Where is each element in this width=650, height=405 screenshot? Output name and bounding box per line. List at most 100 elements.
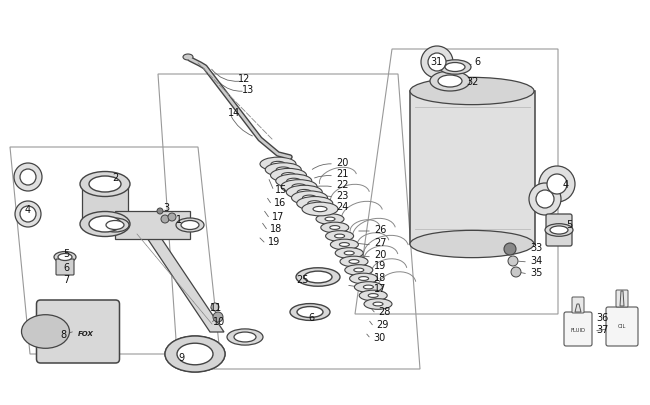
Ellipse shape bbox=[339, 243, 350, 247]
Ellipse shape bbox=[439, 61, 471, 75]
Text: 13: 13 bbox=[242, 85, 254, 95]
FancyBboxPatch shape bbox=[36, 300, 120, 363]
Text: 17: 17 bbox=[374, 284, 386, 293]
Ellipse shape bbox=[304, 271, 332, 283]
Text: 5: 5 bbox=[63, 248, 70, 258]
Text: 22: 22 bbox=[336, 179, 348, 190]
Ellipse shape bbox=[181, 221, 199, 230]
Text: 37: 37 bbox=[596, 324, 608, 334]
Ellipse shape bbox=[410, 78, 534, 105]
Text: 19: 19 bbox=[268, 237, 280, 246]
Text: 27: 27 bbox=[374, 237, 387, 247]
Text: 3: 3 bbox=[163, 202, 169, 213]
Text: 18: 18 bbox=[270, 224, 282, 233]
Ellipse shape bbox=[211, 303, 219, 311]
Ellipse shape bbox=[271, 162, 285, 167]
Text: 30: 30 bbox=[373, 332, 385, 342]
Ellipse shape bbox=[344, 252, 354, 255]
Ellipse shape bbox=[54, 252, 76, 263]
FancyBboxPatch shape bbox=[616, 290, 628, 307]
Ellipse shape bbox=[354, 269, 364, 272]
Ellipse shape bbox=[157, 209, 163, 215]
Polygon shape bbox=[410, 92, 535, 244]
Text: 33: 33 bbox=[530, 243, 542, 252]
FancyBboxPatch shape bbox=[82, 185, 128, 224]
Ellipse shape bbox=[344, 265, 373, 276]
Text: 6: 6 bbox=[63, 262, 69, 272]
Ellipse shape bbox=[316, 214, 344, 225]
Ellipse shape bbox=[438, 76, 462, 88]
Ellipse shape bbox=[183, 55, 193, 61]
Circle shape bbox=[539, 166, 575, 202]
Circle shape bbox=[20, 207, 36, 222]
Ellipse shape bbox=[286, 186, 322, 200]
FancyBboxPatch shape bbox=[115, 211, 190, 239]
Ellipse shape bbox=[281, 180, 317, 194]
Ellipse shape bbox=[234, 332, 256, 342]
Ellipse shape bbox=[545, 224, 573, 237]
Ellipse shape bbox=[276, 168, 291, 173]
Ellipse shape bbox=[80, 172, 130, 197]
Ellipse shape bbox=[350, 273, 378, 284]
Ellipse shape bbox=[504, 243, 516, 256]
Ellipse shape bbox=[302, 196, 317, 201]
Ellipse shape bbox=[290, 304, 330, 321]
Ellipse shape bbox=[161, 215, 169, 224]
Ellipse shape bbox=[58, 254, 72, 261]
Text: 14: 14 bbox=[228, 108, 240, 118]
Circle shape bbox=[14, 164, 42, 192]
FancyBboxPatch shape bbox=[564, 312, 592, 346]
Ellipse shape bbox=[307, 201, 322, 207]
Text: 4: 4 bbox=[25, 205, 31, 215]
Text: 20: 20 bbox=[336, 158, 348, 168]
Ellipse shape bbox=[410, 231, 534, 258]
Ellipse shape bbox=[101, 218, 129, 232]
Circle shape bbox=[547, 175, 567, 194]
Text: 5: 5 bbox=[566, 220, 572, 230]
Ellipse shape bbox=[359, 290, 387, 301]
Text: 15: 15 bbox=[275, 185, 287, 194]
Ellipse shape bbox=[165, 336, 225, 372]
Ellipse shape bbox=[270, 169, 307, 183]
Ellipse shape bbox=[89, 177, 121, 192]
Ellipse shape bbox=[359, 277, 369, 281]
Ellipse shape bbox=[363, 286, 373, 289]
Ellipse shape bbox=[364, 299, 392, 309]
Ellipse shape bbox=[373, 303, 383, 306]
Ellipse shape bbox=[330, 226, 340, 230]
Ellipse shape bbox=[176, 218, 204, 232]
Ellipse shape bbox=[330, 240, 358, 250]
Text: 4: 4 bbox=[563, 179, 569, 190]
Ellipse shape bbox=[297, 307, 323, 318]
Polygon shape bbox=[620, 291, 624, 306]
Ellipse shape bbox=[260, 158, 296, 171]
Text: 20: 20 bbox=[374, 249, 386, 259]
Ellipse shape bbox=[302, 202, 338, 216]
Text: 25: 25 bbox=[296, 274, 309, 284]
Ellipse shape bbox=[106, 221, 124, 230]
Ellipse shape bbox=[281, 173, 296, 179]
Ellipse shape bbox=[177, 343, 213, 365]
Text: FLUID: FLUID bbox=[571, 328, 586, 333]
FancyBboxPatch shape bbox=[606, 307, 638, 346]
Circle shape bbox=[536, 190, 554, 209]
Text: 2: 2 bbox=[112, 173, 118, 183]
Text: 11: 11 bbox=[210, 302, 222, 312]
FancyBboxPatch shape bbox=[572, 297, 584, 313]
Ellipse shape bbox=[349, 260, 359, 264]
Text: 31: 31 bbox=[430, 57, 442, 67]
Text: 8: 8 bbox=[60, 329, 66, 339]
Ellipse shape bbox=[326, 231, 354, 242]
Circle shape bbox=[421, 47, 453, 79]
Ellipse shape bbox=[168, 213, 176, 222]
Ellipse shape bbox=[508, 256, 518, 266]
Ellipse shape bbox=[325, 217, 335, 222]
Text: 26: 26 bbox=[374, 224, 386, 234]
Text: FOX: FOX bbox=[78, 331, 94, 337]
Text: 18: 18 bbox=[374, 272, 386, 282]
Ellipse shape bbox=[213, 312, 223, 322]
Text: 16: 16 bbox=[274, 198, 286, 207]
Polygon shape bbox=[575, 304, 581, 312]
Text: 34: 34 bbox=[530, 256, 542, 265]
Ellipse shape bbox=[511, 267, 521, 277]
